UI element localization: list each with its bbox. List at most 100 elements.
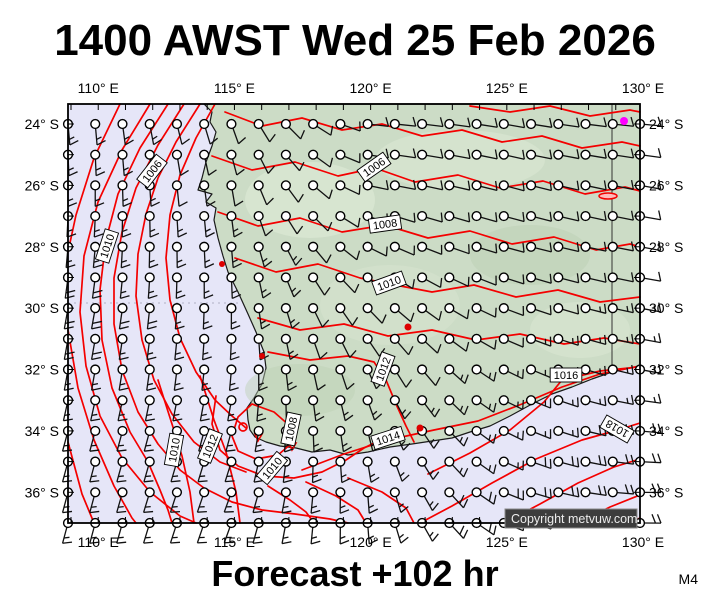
station-circle (253, 303, 264, 314)
wind-barb (117, 272, 130, 299)
wind-barb (471, 210, 498, 223)
wind-barb (498, 395, 524, 411)
station-circle (525, 210, 537, 222)
wind-barb (580, 395, 607, 407)
wind-barb (444, 117, 471, 130)
wind-barb (553, 395, 579, 408)
station-circle (444, 395, 455, 406)
station-circle (471, 303, 482, 314)
station-circle (471, 333, 482, 344)
station-circle (580, 425, 591, 437)
station-circle (280, 241, 292, 252)
station-circle (444, 364, 455, 375)
station-circle (280, 180, 292, 191)
station-circle (444, 241, 455, 252)
station-circle (308, 487, 319, 498)
station-circle (525, 395, 537, 406)
station-circle (226, 333, 237, 344)
wind-barb (607, 148, 635, 160)
wind-barb (362, 303, 387, 324)
station-circle (416, 364, 428, 375)
station-circle (444, 487, 455, 498)
svg-text:1010: 1010 (167, 437, 183, 463)
station-circle (144, 487, 155, 498)
station-circle (253, 118, 264, 130)
wind-barb (117, 303, 130, 330)
station-circle (280, 333, 292, 344)
wind-barb (171, 303, 185, 330)
station-circle (498, 395, 509, 406)
svg-text:1008: 1008 (372, 217, 398, 232)
wind-barb (142, 487, 155, 514)
station-circle (199, 180, 210, 191)
station-circle (607, 487, 618, 498)
wind-barb (253, 210, 274, 237)
wind-barb (525, 149, 553, 160)
wind-barb (117, 333, 129, 361)
station-circle (580, 303, 591, 314)
station-circle (253, 395, 264, 406)
wind-barb (389, 148, 417, 160)
isobar-label: 1016 (549, 367, 583, 383)
wind-barb (335, 210, 361, 228)
wind-barb (308, 395, 325, 422)
wind-barb (90, 395, 101, 422)
station-circle (90, 333, 101, 344)
wind-barb (116, 425, 128, 452)
station-circle (280, 364, 292, 375)
isobar-label: 1008 (367, 214, 403, 234)
station-circle (362, 149, 373, 160)
wind-barb (416, 272, 443, 289)
wind-barb (280, 180, 304, 203)
station-circle (444, 456, 455, 467)
station-circle (144, 395, 155, 406)
station-circle (117, 487, 128, 498)
wind-barb (389, 303, 415, 323)
station-circle (416, 333, 428, 344)
wind-barb (525, 272, 552, 284)
wind-barb (389, 116, 417, 130)
wind-barb (308, 210, 333, 232)
station-circle (525, 425, 537, 437)
station-circle (90, 395, 101, 406)
wind-barb (335, 364, 355, 390)
wind-barb (171, 210, 188, 238)
wind-barb (280, 118, 306, 140)
city-dot (404, 323, 412, 331)
station-circle (253, 180, 264, 191)
wind-barb (226, 149, 245, 176)
isobar-line (67, 441, 95, 524)
wind-barb (580, 148, 607, 160)
copyright-text: Copyright metvuw.com (511, 512, 637, 526)
wind-barb (580, 241, 607, 252)
station-circle (362, 210, 373, 222)
wind-barb (416, 456, 440, 480)
station-circle (525, 272, 537, 283)
lon-label-top: 125° E (486, 80, 528, 96)
wind-barb (308, 180, 333, 200)
lat-label-left: 30° S (25, 300, 59, 316)
station-circle (580, 118, 591, 130)
station-circle (117, 149, 128, 160)
station-circle (553, 333, 564, 344)
wind-barb (90, 180, 105, 207)
wind-barb (171, 149, 189, 176)
station-circle (498, 210, 509, 222)
wind-barb (117, 241, 131, 269)
wind-barb (416, 364, 441, 387)
station-circle (144, 364, 155, 375)
wind-barb (607, 394, 634, 406)
wind-barb (308, 241, 332, 264)
wind-barb (498, 272, 525, 285)
wind-barb (498, 456, 524, 471)
station-circle (280, 272, 292, 283)
station-circle (253, 149, 264, 160)
wind-barb (498, 425, 524, 441)
wind-barb (416, 210, 443, 223)
lat-label-right: 26° S (649, 177, 683, 193)
station-circle (226, 180, 237, 191)
wind-barb (226, 364, 239, 392)
station-circle (171, 333, 183, 344)
wind-barb (144, 395, 155, 422)
station-circle (308, 118, 319, 130)
